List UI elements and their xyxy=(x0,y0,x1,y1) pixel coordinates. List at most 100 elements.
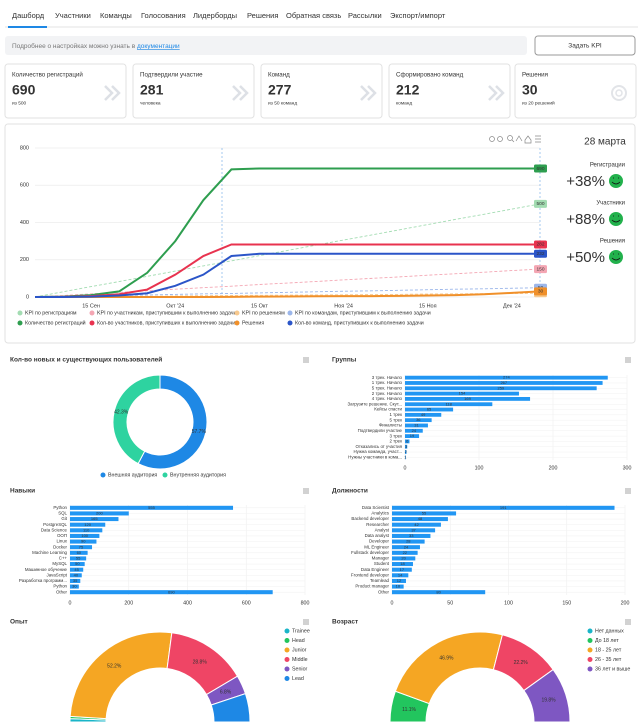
x-tick-label: Окт '24 xyxy=(166,303,184,309)
legend-swatch[interactable] xyxy=(587,657,593,662)
end-label: 232 xyxy=(536,251,544,257)
y-tick-label: 800 xyxy=(20,145,29,151)
tab: Рассылки xyxy=(348,11,382,20)
tab: Команды xyxy=(100,11,132,20)
notice: Подробнее о настройках можно узнать в до… xyxy=(12,42,180,50)
kpi-button-label[interactable]: Задать KPI xyxy=(568,43,602,50)
pie-slice xyxy=(137,374,208,470)
legend-swatch[interactable] xyxy=(287,310,293,316)
bar-value: 24 xyxy=(404,544,409,549)
legend-swatch[interactable] xyxy=(284,628,290,634)
bar-value: 3 xyxy=(405,444,408,449)
legend-swatch[interactable] xyxy=(587,666,593,672)
legend-label: KPI по командам, приступившим к выполнен… xyxy=(295,310,431,316)
end-label: 282 xyxy=(536,242,544,248)
stat-card xyxy=(4,63,127,119)
legend-swatch[interactable] xyxy=(587,628,593,634)
category-label: Fullstack developer xyxy=(351,550,389,555)
legend-swatch[interactable] xyxy=(100,472,106,478)
category-label: Other xyxy=(378,589,390,594)
stat-label: Сформировано команд xyxy=(396,72,464,79)
menu-icon[interactable] xyxy=(625,357,631,363)
bar-value: 169 xyxy=(464,396,471,401)
bar xyxy=(392,522,441,527)
legend-swatch[interactable] xyxy=(234,320,240,326)
bar-value: 24 xyxy=(412,428,417,433)
legend-swatch[interactable] xyxy=(587,647,593,653)
chevron-icon xyxy=(360,85,377,101)
legend-label: Кол-во участников, приступивших к выполн… xyxy=(97,320,235,326)
bar-value: 154 xyxy=(459,391,466,396)
stat-label: Подтвердили участие xyxy=(140,72,203,79)
bar xyxy=(405,450,407,454)
bar xyxy=(405,407,454,412)
bar xyxy=(70,550,88,555)
y-tick-label: 0 xyxy=(26,294,29,300)
bar-value: 18 xyxy=(400,561,405,566)
category-label: 2 трек. Начало xyxy=(372,391,403,396)
legend-swatch[interactable] xyxy=(587,638,593,643)
menu-icon[interactable] xyxy=(625,488,631,494)
menu-icon[interactable] xyxy=(303,619,309,625)
bar-value: 555 xyxy=(148,505,155,510)
legend-swatch[interactable] xyxy=(89,320,95,326)
legend-swatch[interactable] xyxy=(284,666,290,672)
bar xyxy=(70,556,87,561)
end-label: 150 xyxy=(536,266,544,272)
menu-icon[interactable] xyxy=(303,357,309,363)
panel-title: Опыт xyxy=(10,619,28,626)
bar-value: 6 xyxy=(406,438,409,443)
legend-swatch[interactable] xyxy=(284,647,290,653)
legend-swatch[interactable] xyxy=(17,310,23,316)
legend-label: 26 - 35 лет xyxy=(595,657,622,663)
y-tick-label: 600 xyxy=(20,183,29,189)
stat-label: Количество регистраций xyxy=(12,72,83,79)
stat-sub: команд xyxy=(396,101,412,106)
summary-label: Регистрации xyxy=(590,163,625,169)
status-face xyxy=(611,253,621,261)
kpi-button[interactable] xyxy=(534,35,636,56)
category-label: Teamlead xyxy=(370,578,390,583)
legend-swatch[interactable] xyxy=(17,320,23,326)
stat-label: Команд xyxy=(268,72,290,79)
bar xyxy=(392,567,412,572)
x-tick-label: 0 xyxy=(404,465,407,471)
tab: Экспорт/импорт xyxy=(390,11,446,20)
legend-swatch[interactable] xyxy=(162,472,168,478)
legend-swatch[interactable] xyxy=(234,310,240,316)
legend-label: Lead xyxy=(292,676,304,682)
legend-label: Senior xyxy=(292,666,308,672)
category-label: SQL xyxy=(58,511,67,516)
pie-slice xyxy=(112,374,161,465)
menu-icon[interactable] xyxy=(303,488,309,494)
stat-value: 277 xyxy=(268,82,292,98)
bar-value: 118 xyxy=(445,401,452,406)
legend-swatch[interactable] xyxy=(284,638,290,643)
category-label: 3 трек xyxy=(390,433,403,438)
bar xyxy=(392,539,425,544)
ring-icon xyxy=(615,89,623,97)
x-tick-label: 300 xyxy=(623,465,632,471)
menu-icon[interactable] xyxy=(625,619,631,625)
bar-value: 48 xyxy=(418,516,423,521)
legend-label: Внутренняя аудитория xyxy=(170,472,226,478)
category-label: Frontend developer xyxy=(351,572,390,577)
bar xyxy=(70,573,82,578)
bar xyxy=(392,562,413,567)
legend-swatch[interactable] xyxy=(287,320,293,326)
slice-label: 28.8% xyxy=(193,659,208,665)
status-face xyxy=(611,215,621,223)
bar-value: 10 xyxy=(396,584,401,589)
slice-label: 46.9% xyxy=(439,656,454,662)
bar-value: 36 xyxy=(416,417,421,422)
legend-swatch[interactable] xyxy=(284,657,290,662)
category-label: ML Engineer xyxy=(364,544,389,549)
bar-value: 90 xyxy=(81,539,86,544)
category-label: Нужна команда, участ... xyxy=(354,449,402,454)
x-tick-label: 0 xyxy=(391,600,394,606)
end-label: 690 xyxy=(536,166,544,172)
docs-link[interactable]: документации xyxy=(137,43,180,50)
legend-swatch[interactable] xyxy=(284,676,290,681)
legend-swatch[interactable] xyxy=(89,310,95,316)
legend-label: Нет данных xyxy=(595,628,624,634)
